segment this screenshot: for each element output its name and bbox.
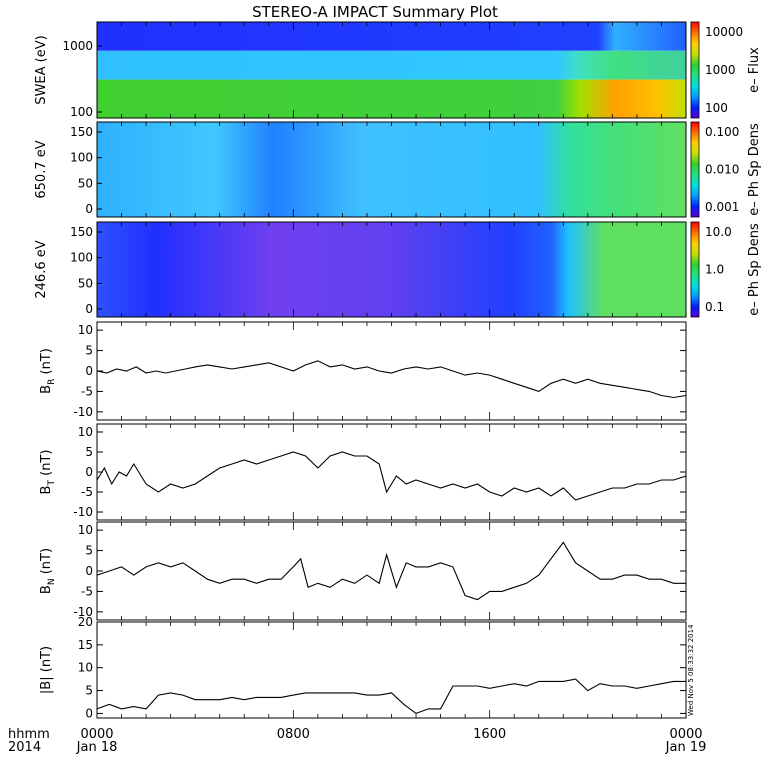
y-axis-label: SWEA (eV) xyxy=(34,35,49,104)
spectrogram-band xyxy=(97,79,686,118)
y-tick-label: 10 xyxy=(78,425,93,439)
y-tick-label: -5 xyxy=(81,584,93,598)
panel-3: 10.0 1.0 0.1 e– Ph Sp Dens 150 100 50 0 246.6 eV xyxy=(34,221,762,318)
colorbar-tick-label: 0.1 xyxy=(705,300,724,314)
x-label-hhmm: hhmm xyxy=(8,727,50,742)
y-tick-label: 100 xyxy=(70,105,93,119)
y-tick-label: 1000 xyxy=(62,39,93,53)
y-tick-label: 0 xyxy=(85,564,93,578)
y-tick-label: 100 xyxy=(70,251,93,265)
y-tick-label: 100 xyxy=(70,151,93,165)
panel-5: 10 5 0 -5 -10 BT (nT) xyxy=(39,423,687,521)
colorbar-tick-label: 1.0 xyxy=(705,263,724,277)
y-axis-label: 246.6 eV xyxy=(34,240,49,298)
colorbar xyxy=(690,221,700,318)
y-tick-label: 0 xyxy=(85,364,93,378)
y-tick-label: -10 xyxy=(73,605,93,619)
y-tick-label: 10 xyxy=(78,661,93,675)
x-tick-label: 0000 xyxy=(669,727,702,742)
x-date-start: Jan 18 xyxy=(76,740,118,755)
panel-7: 20 15 10 5 0 |B| (nT) xyxy=(39,615,687,720)
y-axis-label: |B| (nT) xyxy=(39,646,54,694)
spectrogram-band xyxy=(97,50,686,80)
y-tick-label: 0 xyxy=(85,706,93,720)
y-axis-label: BR (nT) xyxy=(39,348,57,394)
panel-2: 0.100 0.010 0.001 e– Ph Sp Dens 150 100 50 0 650… xyxy=(34,121,762,218)
colorbar-label: e– Ph Sp Dens xyxy=(747,123,762,216)
y-tick-label: 5 xyxy=(85,344,93,358)
trace-b_n xyxy=(96,541,686,601)
y-tick-label: 5 xyxy=(85,445,93,459)
y-tick-label: 0 xyxy=(85,302,93,316)
y-tick-label: 150 xyxy=(70,125,93,139)
y-axis-label: BN (nT) xyxy=(39,548,57,594)
panel-1: 10000 1000 100 e– Flux 1000 100 SWEA (eV) xyxy=(34,21,762,119)
y-tick-label: -5 xyxy=(81,485,93,499)
y-tick-label: 5 xyxy=(85,544,93,558)
y-tick-label: 20 xyxy=(78,615,93,629)
y-tick-label: 5 xyxy=(85,684,93,698)
y-tick-label: 0 xyxy=(85,202,93,216)
x-date-end: Jan 19 xyxy=(665,740,707,755)
x-tick-label: 0800 xyxy=(277,727,310,742)
colorbar-tick-label: 0.001 xyxy=(705,200,739,214)
y-tick-label: -10 xyxy=(73,505,93,519)
panel-4: 10 5 0 -5 -10 BR (nT) xyxy=(39,321,687,421)
y-tick-label: 10 xyxy=(78,523,93,537)
trace-b_t xyxy=(96,451,687,501)
y-tick-label: 50 xyxy=(78,276,93,290)
y-tick-label: 15 xyxy=(78,638,93,652)
y-axis-label: BT (nT) xyxy=(39,450,57,495)
spectrogram-band xyxy=(97,222,686,317)
y-tick-label: 0 xyxy=(85,465,93,479)
x-tick-label: 1600 xyxy=(473,727,506,742)
panel-frame xyxy=(96,423,687,521)
colorbar-label: e– Flux xyxy=(747,47,762,93)
colorbar-label: e– Ph Sp Dens xyxy=(747,223,762,316)
y-tick-label: 150 xyxy=(70,225,93,239)
figure-title: STEREO-A IMPACT Summary Plot xyxy=(252,3,498,21)
x-tick-label: 0000 xyxy=(80,727,113,742)
spectrogram-band xyxy=(97,122,686,217)
trace-b_r xyxy=(96,360,687,399)
y-tick-label: 10 xyxy=(78,323,93,337)
colorbar-tick-label: 1000 xyxy=(705,63,736,77)
spectrogram-band xyxy=(97,22,686,51)
panel-6: 10 5 0 -5 -10 BN (nT) xyxy=(39,521,687,621)
y-tick-label: -5 xyxy=(81,384,93,398)
colorbar-tick-label: 10000 xyxy=(705,25,743,39)
colorbar xyxy=(690,121,700,218)
y-axis-label: 650.7 eV xyxy=(34,140,49,198)
colorbar-tick-label: 100 xyxy=(705,101,728,115)
colorbar xyxy=(690,21,700,119)
panel-frame xyxy=(96,621,687,719)
colorbar-tick-label: 0.100 xyxy=(705,125,739,139)
colorbar-tick-label: 0.010 xyxy=(705,163,739,177)
y-tick-label: 50 xyxy=(78,176,93,190)
panel-frame xyxy=(96,321,687,421)
x-label-year: 2014 xyxy=(8,740,41,755)
colorbar-tick-label: 10.0 xyxy=(705,225,732,239)
y-tick-label: -10 xyxy=(73,405,93,419)
generation-timestamp: Wed Nov 5 08:33:32 2014 xyxy=(687,624,695,716)
trace-b xyxy=(96,678,686,715)
